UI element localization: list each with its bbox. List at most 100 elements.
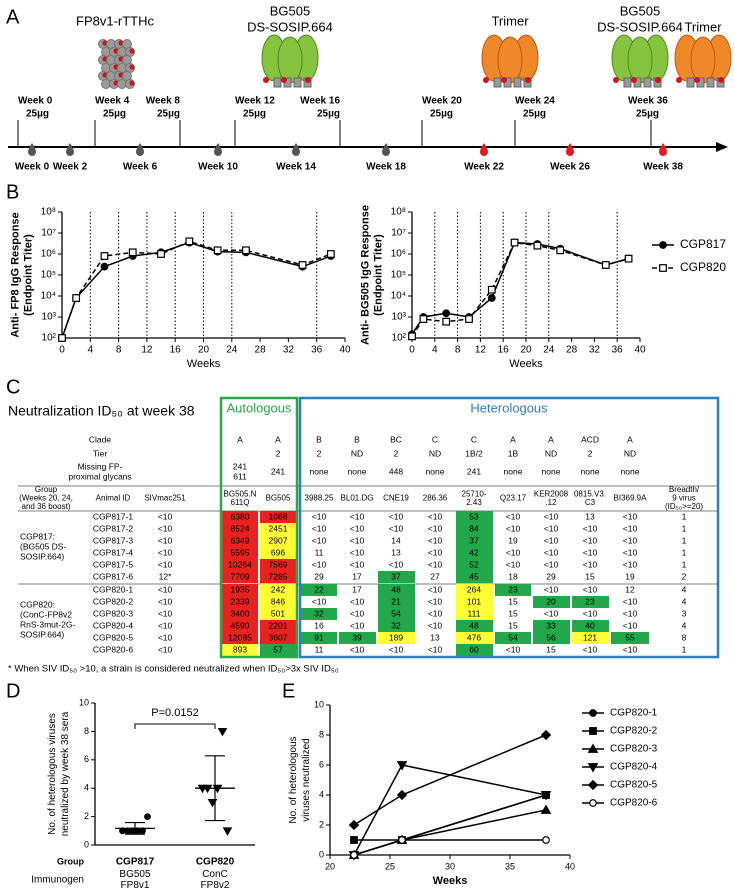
legend-label: CGP820 [680,260,726,274]
heterologous-box [298,396,720,659]
table-cell: <10 [544,584,559,594]
y-axis-label: No. of heterologous viruses [47,713,58,835]
category-title: Group [57,856,84,866]
header-cell: BG505.N [224,489,257,498]
info-cell: 2 [276,448,281,458]
table-cell: 696 [271,547,285,557]
marker [100,262,109,271]
table-cell: 3400 [231,608,250,618]
footnote: * When SIV ID₅₀ >10, a strain is conside… [8,664,339,675]
table-cell: 101 [467,596,481,606]
legend-label: CGP820-4 [610,762,658,773]
marker [487,285,496,294]
autologous-box [219,396,299,659]
y-tick-label: 0 [319,849,324,859]
info-cell: A [237,434,243,444]
y-axis-label: viruses neutralized [301,738,312,821]
info-cell: ND [351,448,363,458]
table-cell: 42 [469,547,479,557]
table-cell: <10 [583,608,598,618]
marker [157,250,165,258]
cell-highlight [260,620,296,632]
immunogen-label: DS-SOSIP.664 [597,19,683,34]
cell-highlight [456,584,493,596]
table-cell: 27 [430,571,440,581]
table-cell: <10 [623,620,638,630]
table-cell: 23 [508,584,518,594]
marker [510,238,519,247]
x-tick-label: 12 [475,345,487,356]
x-tick-label: 12 [141,345,153,356]
table-cell: 12 [625,584,635,594]
y-tick-label: 10 [79,697,89,707]
table-cell: 23 [585,596,595,606]
info-cell: A [548,434,554,444]
table-cell: <10 [158,511,173,521]
table-cell: 45 [469,571,479,581]
y-tick-label: 10³ [392,312,407,323]
table-cell: <10 [350,535,365,545]
header-cell: CNE19 [383,494,409,503]
table-cell: <10 [506,511,521,521]
table-cell: <10 [350,511,365,521]
cell-highlight [260,547,296,559]
info-cell: ND [545,448,557,458]
y-tick-label: 8 [84,726,89,736]
table-cell: 40 [585,620,595,630]
info-cell: A [275,434,281,444]
marker [589,709,597,717]
cell-highlight [222,571,258,583]
cell-highlight [301,632,337,644]
table-cell: 10264 [228,559,252,569]
subcategory-title: Immunogen [31,875,84,886]
y-tick-label: 10⁶ [391,249,406,260]
group-label: SOSIP.664) [20,551,64,561]
table-cell: 893 [233,644,247,654]
cell-highlight [260,511,296,523]
table-cell: <10 [158,559,173,569]
x-tick-label: 4 [88,345,94,356]
immunization-week: Week 0 [18,96,53,107]
immunization-dose: 25µg [430,109,453,120]
legend-label: CGP817 [680,237,726,251]
table-cell: 1 [682,547,687,557]
cell-highlight [572,596,609,608]
x-axis-label: Weeks [433,875,468,887]
table-cell: <10 [389,559,404,569]
table-cell: <10 [544,535,559,545]
info-cell: C [471,434,477,444]
table-cell: 19 [508,535,518,545]
series-line [353,839,546,856]
x-tick-label: 16 [170,345,182,356]
immunization-dose: 25µg [317,109,340,120]
info-cell: none [348,466,367,476]
table-cell: 39 [352,632,362,642]
panel-label: A [6,6,20,28]
marker [144,813,151,820]
table-cell: 55 [625,632,635,642]
cell-highlight [456,559,493,571]
table-cell: 1935 [231,584,250,594]
trimer-base [623,77,632,88]
table-cell: 476 [467,632,481,642]
category-label: CGP820 [196,857,235,868]
bleed-label: Week 14 [276,162,316,173]
cell-highlight [260,644,296,656]
cell-highlight [378,632,415,644]
cell-highlight [378,571,415,583]
cell-highlight [222,608,258,620]
info-row-label: proximal glycans [68,471,131,481]
table-cell: 8524 [231,523,250,533]
immunization-week: Week 24 [515,96,555,107]
table-cell: CGP817-4 [93,547,133,557]
cell-highlight [339,632,376,644]
immunization-dose: 25µg [103,109,126,120]
info-cell: C [432,434,438,444]
table-cell: CGP820-3 [93,608,133,618]
table-cell: <10 [623,511,638,521]
immunization-dose: 25µg [636,109,659,120]
table-cell: <10 [350,644,365,654]
header-cell: BL01.DG [341,494,374,503]
marker [556,246,565,255]
